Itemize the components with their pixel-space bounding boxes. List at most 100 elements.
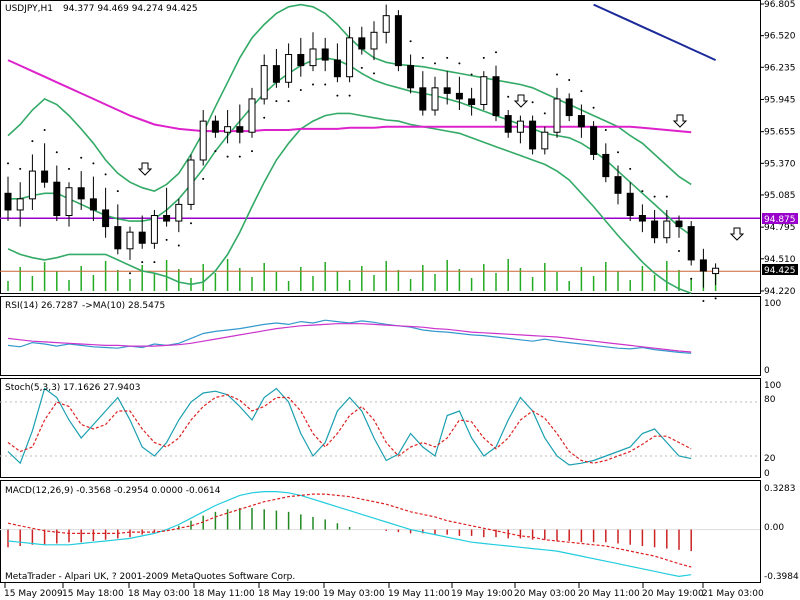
price-tick-label: 95.655 [764, 128, 796, 138]
price-tick-label: 95.945 [764, 95, 796, 105]
candle-bullish [553, 98, 561, 133]
candle-bullish [175, 203, 183, 222]
rsi-line-rsi14 [7, 319, 692, 354]
time-tick-label: 19 May 11:00 [388, 589, 450, 599]
sar-dot [458, 62, 461, 65]
stoch-layer [0, 387, 760, 466]
level-label-purple: 94.875 [762, 213, 798, 225]
fractal-down-arrow-icon [137, 162, 153, 176]
rsi-tick-100: 100 [764, 299, 781, 309]
candle-bearish [394, 15, 402, 67]
sar-dot [336, 94, 339, 97]
sar-dot [226, 155, 229, 158]
price-tick-label: 96.805 [764, 0, 796, 10]
sar-dot [360, 66, 363, 69]
sar-dot [702, 299, 705, 302]
sar-dot [153, 261, 156, 264]
candle-bearish [89, 198, 97, 211]
candle-bearish [297, 54, 305, 67]
candle-bearish [211, 120, 219, 133]
sar-dot [104, 173, 107, 176]
price-tick-label: 94.220 [764, 287, 796, 297]
sar-dot [68, 167, 70, 170]
candle-bearish [529, 120, 537, 150]
sar-dot [604, 129, 607, 132]
price-tick-label: 96.520 [764, 32, 796, 42]
candle-bearish [638, 215, 646, 222]
candle-bearish [53, 181, 61, 217]
main-pane-frame [0, 0, 761, 294]
stoch-pane-frame [0, 378, 761, 478]
stoch-line-k [7, 387, 692, 466]
sar-dot [373, 72, 375, 75]
time-tick-label: 19 May 03:00 [323, 589, 385, 599]
candle-bearish [4, 192, 12, 211]
candle-bullish [480, 76, 488, 105]
rsi-pane-frame [0, 296, 761, 376]
candle-bearish [419, 87, 427, 111]
main-ohlc: 94.377 94.469 94.274 94.425 [63, 4, 198, 14]
candle-bearish [590, 126, 598, 155]
candle-bullish [199, 120, 207, 161]
sar-dot [665, 195, 668, 198]
sar-dot [92, 162, 95, 165]
candle-bearish [468, 98, 476, 105]
sar-dot [141, 261, 144, 264]
candle-bullish [65, 187, 73, 217]
time-tick-label: 20 May 19:00 [642, 589, 704, 599]
candle-bearish [138, 231, 146, 244]
time-tick-label: 18 May 11:00 [193, 589, 255, 599]
macd-layer [0, 491, 760, 578]
candle-bearish [651, 220, 659, 239]
bollinger-middle-band [8, 56, 692, 237]
sar-dot [7, 162, 9, 165]
time-tick-label: 18 May 19:00 [258, 589, 320, 599]
macd-tick-bottom: -0.3984 [764, 572, 799, 582]
candle-bearish [407, 65, 415, 89]
time-tick-label: 15 May 18:00 [62, 589, 124, 599]
fractal-down-arrow-icon [672, 114, 688, 128]
sar-dot [312, 83, 314, 86]
sar-dot [177, 244, 180, 247]
stoch-title: Stoch(5,3,3) 17.1626 27.9403 [5, 383, 140, 393]
candle-bearish [699, 259, 707, 272]
stoch-line-d [7, 394, 692, 464]
sar-dot [568, 79, 571, 82]
sar-dot [531, 101, 534, 104]
price-tick-label: 94.510 [764, 255, 796, 265]
macd-line-macd [7, 491, 692, 578]
sar-dot [446, 56, 449, 59]
candle-bullish [248, 98, 256, 133]
price-tick-label: 95.085 [764, 191, 796, 201]
candle-bullish [346, 37, 354, 78]
sar-dot [190, 222, 192, 225]
sar-dot [31, 140, 34, 143]
sar-dot [617, 151, 619, 154]
sar-dot [19, 167, 22, 170]
sar-dot [678, 250, 680, 253]
macd-tick-top: 0.3283 [764, 484, 796, 494]
time-tick-label: 20 May 11:00 [578, 589, 640, 599]
copyright-text: MetaTrader - Alpari UK, ? 2001-2009 Meta… [5, 572, 295, 582]
sar-dot [251, 150, 253, 153]
sar-dot [116, 190, 119, 193]
sar-dot [55, 151, 58, 154]
sar-dot [556, 73, 558, 76]
price-tick-label: 94.795 [764, 223, 796, 233]
candle-bullish [150, 215, 158, 244]
rsi-title: RSI(14) 26.7287 [5, 301, 78, 311]
candle-bearish [358, 37, 366, 50]
sar-dot [275, 100, 278, 103]
sar-dot [165, 238, 168, 241]
rsi-line-ma10 [7, 323, 692, 353]
level-label-text: 94.875 [764, 215, 796, 225]
sar-dot [299, 89, 302, 92]
sar-dot [324, 83, 327, 86]
sar-dot [482, 56, 485, 59]
candle-bullish [285, 54, 293, 83]
candle-bullish [663, 220, 671, 239]
candle-bullish [431, 87, 439, 111]
sar-dot [287, 100, 290, 103]
current-price-label: 94.425 [762, 264, 798, 276]
